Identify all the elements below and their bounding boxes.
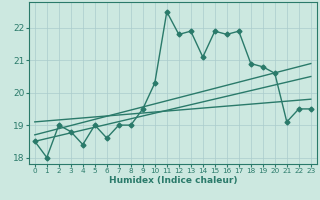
X-axis label: Humidex (Indice chaleur): Humidex (Indice chaleur)	[108, 176, 237, 185]
